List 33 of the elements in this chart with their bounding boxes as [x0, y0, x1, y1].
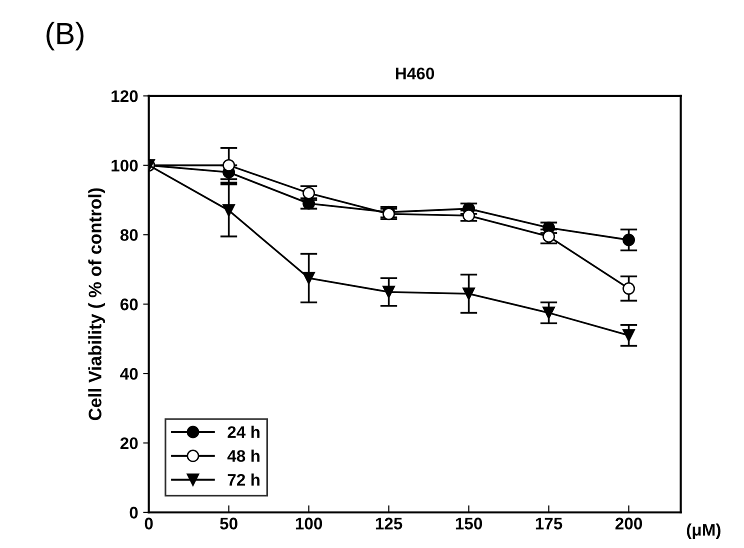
y-tick-label: 100: [112, 160, 138, 172]
x-tick-label: 200: [615, 518, 642, 530]
point: [622, 282, 636, 295]
legend-label: 24 h: [228, 426, 260, 438]
y-tick-label: 120: [112, 90, 138, 102]
y-tick-label: 0: [130, 506, 138, 519]
point: [382, 286, 396, 298]
point: [622, 329, 636, 342]
point: [222, 159, 236, 172]
point: [542, 306, 556, 320]
x-tick-label: 125: [376, 518, 402, 530]
point: [222, 204, 236, 217]
x-axis-title: (μM): [686, 523, 720, 540]
legend-label: 72 h: [228, 474, 260, 486]
point: [302, 186, 316, 200]
x-tick-label: 50: [220, 518, 238, 530]
y-tick-label: 40: [120, 368, 138, 380]
y-tick-label: 20: [120, 437, 138, 450]
point: [302, 272, 316, 284]
chart-title: H460: [396, 68, 434, 80]
y-tick-label: 60: [120, 298, 138, 310]
point: [462, 287, 476, 300]
legend-label: 48 h: [227, 450, 260, 462]
x-tick-label: 150: [456, 518, 482, 530]
point: [622, 234, 636, 246]
x-tick-label: 0: [144, 518, 153, 530]
x-tick-label: 175: [536, 518, 562, 530]
y-tick-label: 80: [120, 229, 138, 241]
point: [542, 230, 556, 243]
point: [462, 209, 476, 222]
y-axis-title: Cell Viability ( % of control): [88, 188, 106, 420]
text: (B): [46, 22, 84, 50]
x-tick-label: 100: [296, 518, 322, 530]
